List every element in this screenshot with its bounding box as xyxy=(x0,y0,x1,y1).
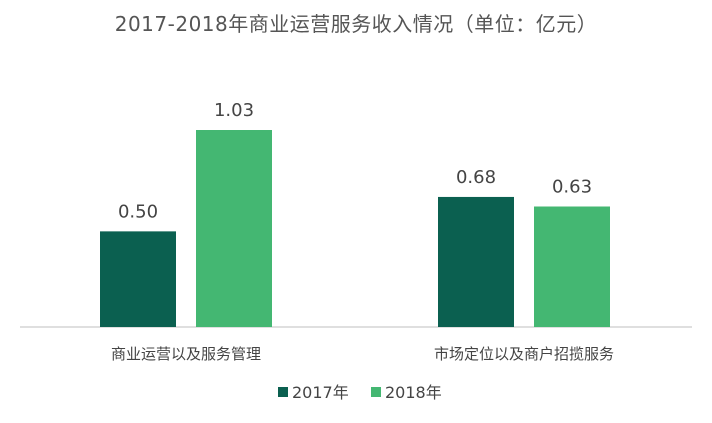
data-label-2018-cat-1: 0.63 xyxy=(552,177,592,198)
chart-title: 2017-2018年商业运营服务收入情况（单位：亿元） xyxy=(114,12,598,36)
legend-swatch-2017 xyxy=(278,387,288,397)
data-label-2018-cat-0: 1.03 xyxy=(214,100,254,121)
legend-swatch-2018 xyxy=(371,387,381,397)
bar-2017-cat-0 xyxy=(100,231,176,327)
category-label-1: 市场定位以及商户招揽服务 xyxy=(434,345,614,363)
category-label-0: 商业运营以及服务管理 xyxy=(111,345,261,363)
data-label-2017-cat-0: 0.50 xyxy=(118,201,158,222)
bar-2018-cat-0 xyxy=(196,130,272,327)
data-label-2017-cat-1: 0.68 xyxy=(456,167,496,188)
legend-label-2018: 2018年 xyxy=(385,383,442,402)
legend-label-2017: 2017年 xyxy=(292,383,349,402)
bar-2018-cat-1 xyxy=(534,206,610,327)
bar-2017-cat-1 xyxy=(438,196,514,327)
